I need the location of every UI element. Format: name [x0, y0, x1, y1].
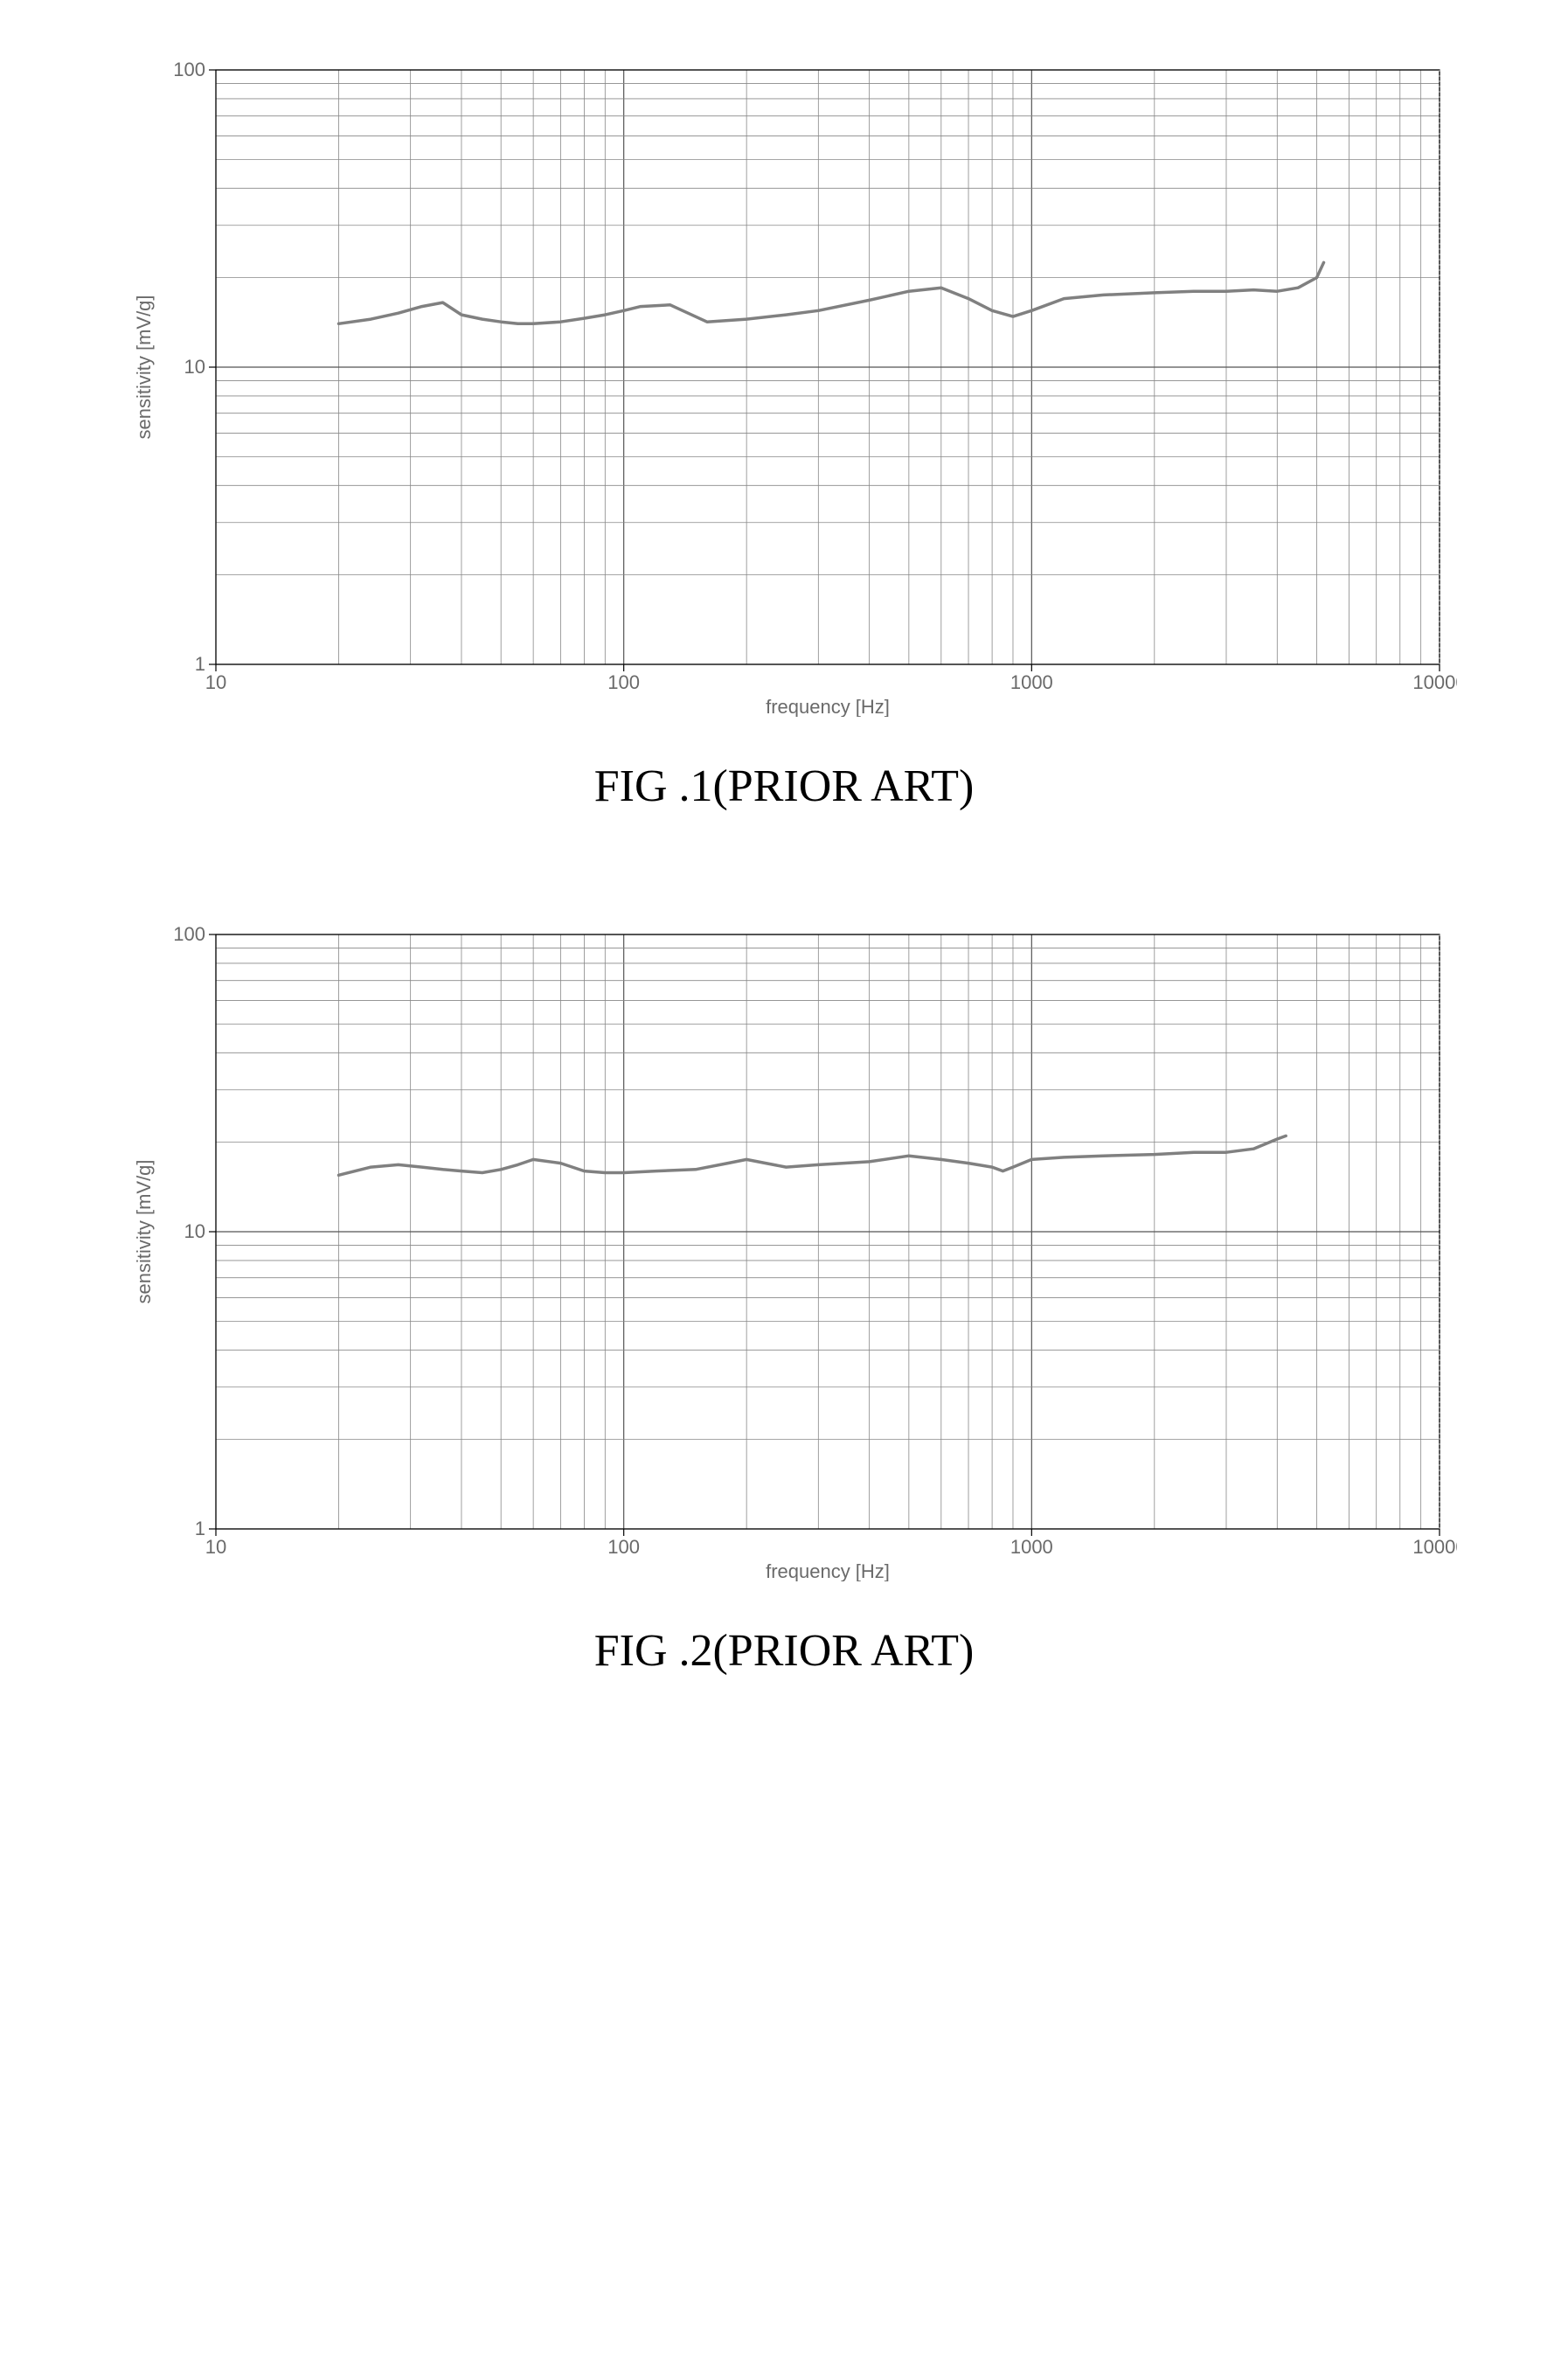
y-axis-label: sensitivity [mV/g] [133, 295, 155, 439]
x-tick-label: 10000 [1412, 1536, 1457, 1558]
x-tick-label: 10 [205, 1536, 226, 1558]
figure-caption: FIG .1(PRIOR ART) [35, 761, 1533, 812]
x-tick-label: 100 [607, 1536, 640, 1558]
y-tick-label: 100 [173, 59, 205, 80]
x-axis-label: frequency [Hz] [766, 696, 890, 717]
chart-container: 10100100010000110100frequency [Hz]sensit… [111, 917, 1457, 1581]
x-tick-label: 1000 [1010, 671, 1053, 693]
log-log-chart: 10100100010000110100frequency [Hz]sensit… [111, 917, 1457, 1581]
x-tick-label: 1000 [1010, 1536, 1053, 1558]
y-tick-label: 1 [195, 1518, 205, 1539]
figure-block: 10100100010000110100frequency [Hz]sensit… [35, 52, 1533, 812]
chart-container: 10100100010000110100frequency [Hz]sensit… [111, 52, 1457, 717]
figure-caption: FIG .2(PRIOR ART) [35, 1625, 1533, 1677]
x-tick-label: 10000 [1412, 671, 1457, 693]
figure-block: 10100100010000110100frequency [Hz]sensit… [35, 917, 1533, 1677]
x-tick-label: 100 [607, 671, 640, 693]
y-tick-label: 100 [173, 923, 205, 945]
y-tick-label: 10 [184, 1220, 205, 1242]
log-log-chart: 10100100010000110100frequency [Hz]sensit… [111, 52, 1457, 717]
y-tick-label: 1 [195, 653, 205, 675]
x-tick-label: 10 [205, 671, 226, 693]
x-axis-label: frequency [Hz] [766, 1560, 890, 1581]
y-axis-label: sensitivity [mV/g] [133, 1159, 155, 1303]
y-tick-label: 10 [184, 356, 205, 378]
